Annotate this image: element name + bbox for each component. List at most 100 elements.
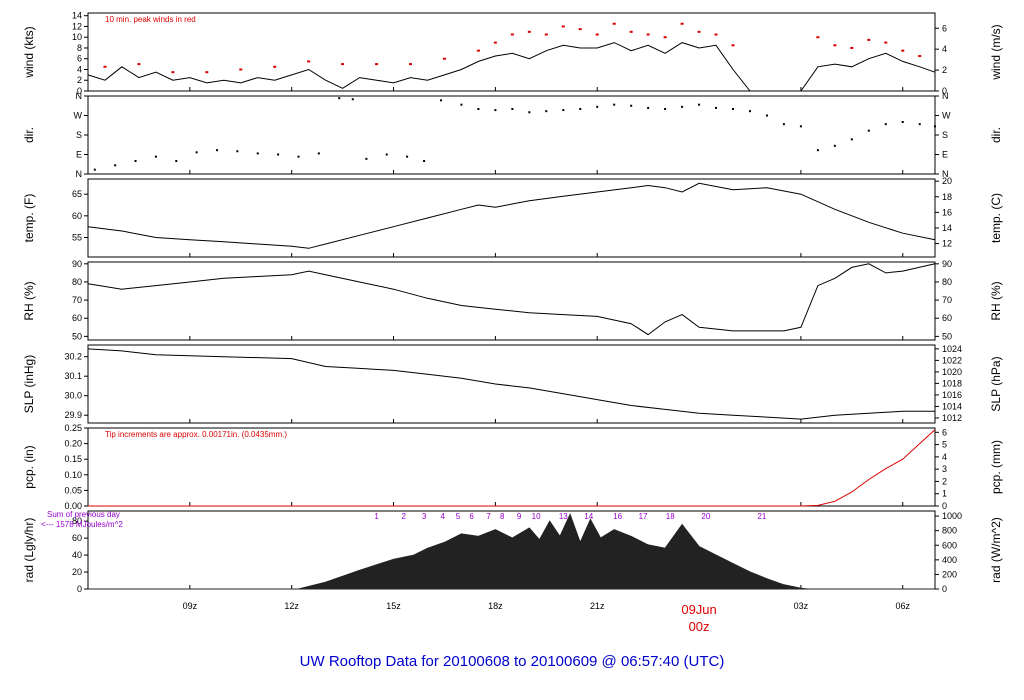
peak-wind-point: [493, 41, 497, 44]
wind-left-tick-label: 0: [77, 86, 82, 96]
dir-point: [338, 97, 341, 100]
dir-point: [175, 160, 178, 162]
wind-right-tick-label: 6: [942, 23, 947, 33]
wind-left-tick-label: 14: [72, 11, 82, 21]
dir-point: [647, 106, 650, 109]
wind-left-tick-label: 6: [77, 54, 82, 64]
pcp-frame: [87, 427, 936, 507]
temp-frame: [87, 178, 936, 258]
rh-right-axis-label: RH (%): [989, 281, 1003, 320]
peak-wind-point: [697, 30, 701, 33]
pcp-right-tick-label: 6: [942, 427, 947, 437]
dir-point: [297, 155, 300, 158]
rh-right-tick-label: 80: [942, 277, 952, 287]
wind-left-tick-label: 2: [77, 75, 82, 85]
wind-frame: [87, 12, 936, 92]
peak-wind-point: [867, 38, 871, 41]
rad-right-tick-label: 1000: [942, 511, 962, 521]
rad-annotation-line: <--- 1578 MJoules/m^2: [41, 520, 123, 529]
pcp-right-tick-label: 5: [942, 440, 947, 450]
dir-point: [528, 111, 531, 114]
rad-left-tick-label: 60: [72, 533, 82, 543]
dir-point: [816, 149, 819, 152]
pcp-right-tick-label: 0: [942, 501, 947, 511]
temp-left-tick-label: 55: [72, 233, 82, 243]
rad-left-axis-label: rad (Lgly/hr): [22, 518, 36, 583]
rad-right-tick-label: 0: [942, 584, 947, 594]
slp-left-tick-label: 30.2: [64, 352, 82, 362]
peak-wind-point: [137, 63, 141, 66]
dir-point: [154, 155, 157, 158]
pcp-right-tick-label: 1: [942, 489, 947, 499]
dir-point: [934, 125, 936, 128]
peak-wind-point: [833, 44, 837, 47]
dir-point: [918, 123, 921, 126]
peak-wind-point: [544, 33, 548, 36]
peak-wind-point: [612, 22, 616, 25]
peak-wind-point: [646, 33, 650, 36]
slp-left-tick-label: 29.9: [64, 410, 82, 420]
dir-point: [195, 151, 198, 154]
dir-point: [867, 129, 870, 132]
temp-right-tick-label: 18: [942, 192, 952, 202]
pcp-annotation: Tip increments are approx. 0.00171in. (0…: [105, 430, 287, 439]
dir-point: [681, 105, 684, 108]
rh-left-tick-label: 90: [72, 259, 82, 269]
rad-left-tick-label: 20: [72, 567, 82, 577]
rh-right-tick-label: 90: [942, 259, 952, 269]
temp-right-tick-label: 12: [942, 239, 952, 249]
dir-point: [236, 150, 239, 153]
pcp-right-tick-label: 4: [942, 452, 947, 462]
temp-right-axis-label: temp. (C): [989, 193, 1003, 243]
rh-left-axis-label: RH (%): [22, 281, 36, 320]
dir-point: [134, 160, 137, 162]
rh-left-tick-label: 60: [72, 313, 82, 323]
pcp-left-tick-label: 0.15: [64, 454, 82, 464]
peak-wind-point: [901, 49, 905, 52]
dir-point: [423, 160, 426, 162]
rh-left-tick-label: 70: [72, 295, 82, 305]
rad-hour-label: 7: [486, 512, 491, 521]
x-tick-label: 15z: [386, 601, 401, 611]
rad-hour-label: 9: [517, 512, 522, 521]
wind-left-tick-label: 4: [77, 64, 82, 74]
dir-point: [511, 108, 514, 110]
temp-right-tick-label: 20: [942, 176, 952, 186]
rad-hour-label: 14: [584, 512, 593, 521]
slp-right-tick-label: 1024: [942, 344, 962, 354]
peak-wind-point: [731, 44, 735, 47]
temp-right-tick-label: 14: [942, 223, 952, 233]
dir-point: [715, 106, 718, 109]
dir-point: [833, 144, 836, 147]
pcp-right-tick-label: 3: [942, 464, 947, 474]
peak-wind-point: [239, 68, 243, 71]
pcp-left-tick-label: 0.05: [64, 485, 82, 495]
peak-wind-point: [680, 22, 684, 25]
rad-hour-label: 6: [469, 512, 474, 521]
pcp-line: [88, 429, 936, 507]
dir-point: [460, 103, 463, 106]
rh-left-tick-label: 80: [72, 277, 82, 287]
temp-left-axis-label: temp. (F): [22, 194, 36, 243]
slp-frame: [87, 344, 936, 424]
wind-left-tick-label: 10: [72, 32, 82, 42]
dir-point: [114, 164, 117, 167]
rad-hour-label: 17: [639, 512, 648, 521]
dir-point: [782, 123, 785, 126]
dir-left-axis-label: dir.: [22, 127, 36, 143]
dir-point: [630, 104, 633, 107]
slp-left-tick-label: 30.0: [64, 391, 82, 401]
peak-wind-point: [273, 65, 277, 68]
peak-wind-point: [918, 55, 922, 58]
pcp-left-tick-label: 0.00: [64, 501, 82, 511]
slp-line: [87, 348, 935, 420]
slp-right-tick-label: 1016: [942, 390, 962, 400]
pcp-right-axis-label: pcp. (mm): [989, 440, 1003, 494]
rad-hour-label: 8: [500, 512, 505, 521]
rh-line: [87, 263, 936, 336]
rad-right-tick-label: 800: [942, 526, 957, 536]
pcp-left-tick-label: 0.20: [64, 439, 82, 449]
rh-right-tick-label: 60: [942, 313, 952, 323]
